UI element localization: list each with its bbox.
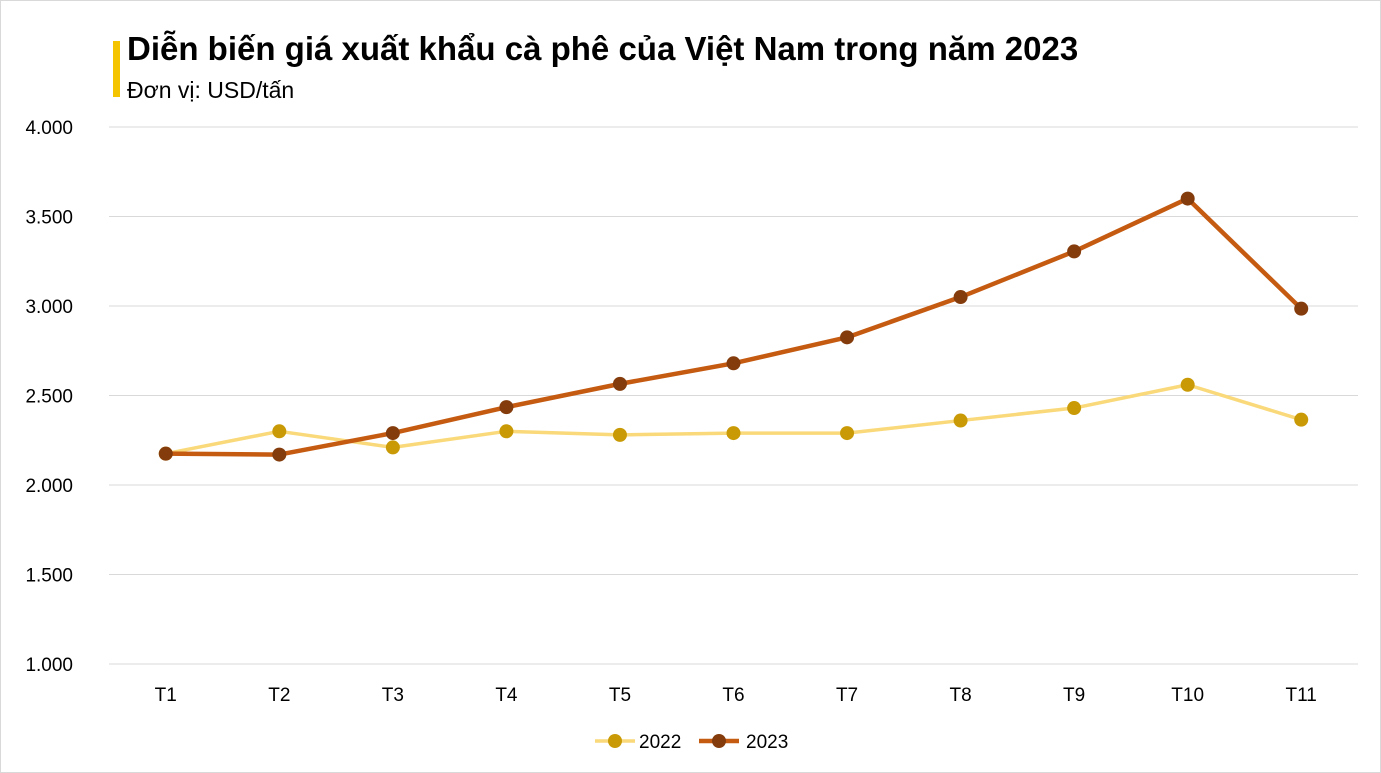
chart-subtitle: Đơn vị: USD/tấn [127,77,295,103]
x-tick-label: T8 [949,685,971,706]
series-2022 [158,377,1309,461]
data-point-2022 [953,413,968,428]
y-tick-label: 1.000 [25,655,73,676]
y-tick-label: 3.500 [25,208,73,229]
y-tick-label: 4.000 [25,118,73,139]
data-point-2023 [953,290,968,305]
data-point-2023 [272,447,287,462]
x-tick-label: T10 [1171,685,1204,706]
data-point-2022 [385,440,400,455]
data-point-2022 [1294,412,1309,427]
y-tick-label: 3.000 [25,297,73,318]
data-point-2022 [840,426,855,441]
data-point-2022 [272,424,287,439]
data-point-2022 [1067,401,1082,416]
y-tick-label: 1.500 [25,566,73,587]
y-axis-ticks: 1.000 1.500 2.000 2.500 3.000 3.500 4.000 [25,118,73,676]
legend-swatch-marker [608,734,622,748]
gridlines [109,126,1358,665]
x-tick-label: T2 [268,685,290,706]
x-tick-label: T1 [155,685,177,706]
y-tick-label: 2.000 [25,476,73,497]
legend-swatch-marker [712,734,726,748]
data-point-2023 [499,400,514,415]
x-tick-label: T7 [836,685,858,706]
legend-label: 2023 [746,732,788,753]
data-point-2023 [1180,191,1195,206]
x-tick-label: T3 [382,685,404,706]
y-tick-label: 2.500 [25,387,73,408]
data-point-2023 [726,356,741,371]
data-point-2023 [158,446,173,461]
data-point-2023 [1067,244,1082,259]
x-tick-label: T11 [1286,685,1317,706]
legend-label: 2022 [639,732,681,753]
data-point-2022 [726,426,741,441]
data-point-2023 [1294,301,1309,316]
x-axis-ticks: T1 T2 T3 T4 T5 T6 T7 T8 T9 T10 T11 [155,685,1317,706]
data-point-2023 [385,426,400,441]
series-2023 [158,191,1309,462]
series-line-2023 [163,196,1304,457]
legend: 2022 2023 [595,732,788,753]
x-tick-label: T9 [1063,685,1085,706]
legend-item-2023: 2023 [699,732,788,753]
x-tick-label: T6 [722,685,744,706]
series-lines [158,191,1309,462]
title-accent-bar [113,41,120,97]
data-point-2022 [499,424,514,439]
data-point-2022 [1180,377,1195,392]
x-tick-label: T4 [495,685,518,706]
data-point-2023 [612,376,627,391]
data-point-2022 [612,427,627,442]
legend-item-2022: 2022 [595,732,681,753]
x-tick-label: T5 [609,685,631,706]
chart-title: Diễn biến giá xuất khẩu cà phê của Việt … [127,30,1079,67]
data-point-2023 [840,330,855,345]
